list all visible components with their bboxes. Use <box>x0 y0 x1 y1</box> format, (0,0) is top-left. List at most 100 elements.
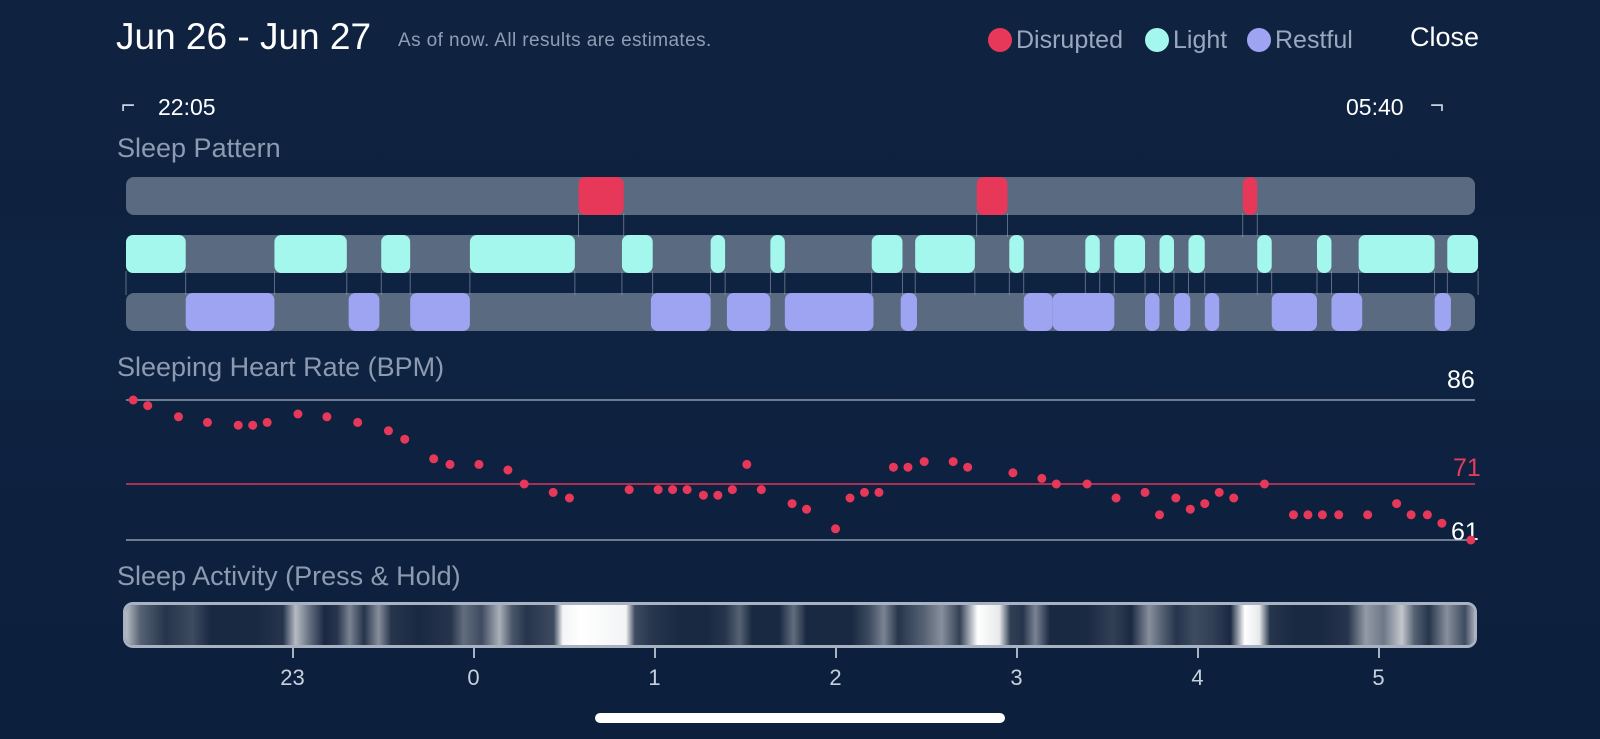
heart-rate-point <box>1185 504 1195 514</box>
heart-rate-point <box>713 490 723 500</box>
restful-segment <box>1145 293 1160 331</box>
hour-tick-mark <box>472 648 475 658</box>
restful-segment <box>410 293 470 331</box>
light-track <box>126 235 1475 273</box>
heart-rate-point <box>143 401 153 411</box>
heart-rate-point <box>293 409 303 419</box>
home-indicator[interactable] <box>595 713 1005 723</box>
heart-rate-point <box>742 459 752 469</box>
heart-rate-point <box>445 459 455 469</box>
heart-rate-point <box>1082 479 1092 489</box>
heart-rate-point <box>400 434 410 444</box>
heart-rate-point <box>845 493 855 503</box>
light-segment <box>126 235 186 273</box>
heart-rate-point <box>322 412 332 422</box>
heart-rate-point <box>353 417 363 427</box>
heart-rate-point <box>888 462 898 472</box>
heart-rate-point <box>1155 510 1165 520</box>
light-segment <box>274 235 347 273</box>
light-segment <box>1009 235 1024 273</box>
heart-rate-heading: Sleeping Heart Rate (BPM) <box>117 352 445 382</box>
legend-light: Light <box>1145 22 1227 58</box>
restful-segment <box>1173 293 1191 331</box>
hour-tick-label: 0 <box>467 665 480 690</box>
restful-segment <box>348 293 380 331</box>
light-segment <box>871 235 903 273</box>
heart-rate-point <box>1171 493 1181 503</box>
heart-rate-point <box>1437 518 1447 528</box>
heart-rate-point <box>756 485 766 495</box>
hour-tick-mark <box>834 648 837 658</box>
heart-rate-point <box>262 417 272 427</box>
heart-rate-point <box>1008 468 1018 478</box>
heart-rate-point <box>202 417 212 427</box>
heart-rate-point <box>624 485 634 495</box>
hour-tick-label: 4 <box>1191 665 1204 690</box>
heart-rate-point <box>1259 479 1269 489</box>
heart-rate-point <box>1111 493 1121 503</box>
hour-tick-mark <box>653 648 656 658</box>
light-segment <box>621 235 653 273</box>
restful-segment <box>726 293 771 331</box>
heart-rate-point <box>653 485 663 495</box>
restful-segment <box>1023 293 1053 331</box>
heart-rate-point <box>1422 510 1432 520</box>
heart-rate-point <box>668 485 678 495</box>
light-segment <box>770 235 785 273</box>
legend-disrupted-label: Disrupted <box>1016 25 1123 54</box>
close-button[interactable]: Close <box>1410 22 1480 52</box>
legend-restful: Restful <box>1247 22 1353 58</box>
heart-rate-point <box>698 490 708 500</box>
restful-segment <box>1331 293 1363 331</box>
heart-rate-point <box>787 499 797 509</box>
light-segment <box>1188 235 1205 273</box>
restful-segment <box>1052 293 1115 331</box>
heart-rate-point <box>474 459 484 469</box>
sleep-pattern-heading: Sleep Pattern <box>117 133 281 163</box>
end-bracket-icon: ¬ <box>1430 92 1445 119</box>
heart-rate-point <box>682 485 692 495</box>
restful-segment <box>784 293 874 331</box>
restful-segment <box>650 293 711 331</box>
disrupted-dot-icon <box>988 28 1012 52</box>
date-range-title: Jun 26 - Jun 27 <box>116 16 372 57</box>
heart-rate-point <box>1140 487 1150 497</box>
hour-tick-mark <box>1015 648 1018 658</box>
sleep-activity-heading: Sleep Activity (Press & Hold) <box>117 561 461 591</box>
legend-restful-label: Restful <box>1275 25 1353 54</box>
heart-rate-point <box>1363 510 1373 520</box>
legend-disrupted: Disrupted <box>988 22 1123 58</box>
light-segment <box>710 235 726 273</box>
light-segment <box>1316 235 1332 273</box>
heart-rate-point <box>1214 487 1224 497</box>
heart-rate-point <box>874 487 884 497</box>
restful-segment <box>1271 293 1317 331</box>
heart-rate-point <box>1392 499 1402 509</box>
heart-rate-point <box>383 426 393 436</box>
light-segment <box>1159 235 1174 273</box>
hour-tick-label: 5 <box>1372 665 1385 690</box>
hour-tick-label: 2 <box>829 665 842 690</box>
restful-segment <box>1099 293 1115 331</box>
light-segment <box>469 235 575 273</box>
heart-rate-point <box>564 493 574 503</box>
heart-rate-point <box>1200 499 1210 509</box>
heart-rate-point <box>727 485 737 495</box>
hour-tick-label: 23 <box>280 665 305 690</box>
heart-rate-point <box>859 487 869 497</box>
heart-rate-point <box>1288 510 1298 520</box>
heart-rate-point <box>919 457 929 467</box>
heart-rate-point <box>1229 493 1239 503</box>
disrupted-segment <box>976 177 1008 215</box>
end-time: 05:40 <box>1346 94 1404 120</box>
heart-rate-point <box>831 524 841 534</box>
disrupted-segment <box>578 177 624 215</box>
heart-rate-point <box>903 462 913 472</box>
sleep-activity-strip[interactable] <box>123 602 1477 648</box>
light-segment <box>1114 235 1146 273</box>
heart-rate-point <box>1466 535 1476 545</box>
heart-rate-point <box>1334 510 1344 520</box>
light-segment <box>1257 235 1272 273</box>
heart-rate-point <box>1037 473 1047 483</box>
